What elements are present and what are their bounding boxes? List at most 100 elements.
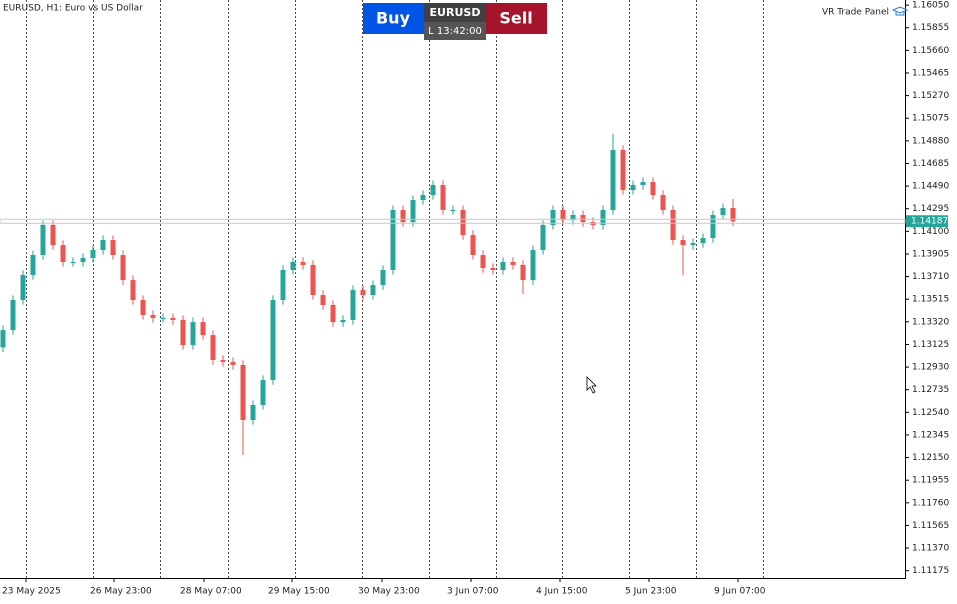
candle-body bbox=[190, 322, 196, 346]
x-tick-label: 28 May 07:00 bbox=[180, 587, 242, 597]
x-tick-label: 23 May 2025 bbox=[2, 587, 61, 597]
candle-body bbox=[380, 269, 386, 286]
x-tick-label: 4 Jun 15:00 bbox=[536, 587, 588, 597]
y-tick-label: 1.12150 bbox=[912, 453, 949, 463]
y-tick-label: 1.11565 bbox=[912, 521, 949, 531]
candle-body bbox=[210, 335, 216, 361]
candle-body bbox=[100, 240, 106, 251]
candle-body bbox=[360, 290, 366, 296]
candle-body bbox=[430, 185, 436, 196]
candle-body bbox=[580, 214, 586, 223]
panel-name[interactable]: VR Trade Panel bbox=[822, 8, 889, 18]
sell-label[interactable]: Sell bbox=[499, 9, 532, 28]
y-tick-label: 1.12930 bbox=[912, 363, 949, 373]
candle-body bbox=[0, 330, 6, 348]
candle-body bbox=[30, 255, 36, 275]
candle-body bbox=[180, 319, 186, 346]
y-tick-label: 1.12540 bbox=[912, 408, 949, 418]
current-price-line bbox=[0, 218, 906, 224]
y-tick-label: 1.13515 bbox=[912, 295, 949, 305]
candle-body bbox=[650, 182, 656, 196]
buy-label[interactable]: Buy bbox=[376, 9, 411, 28]
candle-body bbox=[310, 264, 316, 296]
candle-body bbox=[340, 319, 346, 323]
candle-body bbox=[160, 318, 166, 320]
candle-body bbox=[460, 209, 466, 236]
candle-body bbox=[540, 224, 546, 251]
y-tick-label: 1.15075 bbox=[912, 114, 949, 124]
current-price-tag bbox=[906, 215, 948, 228]
y-tick-label: 1.13905 bbox=[912, 249, 949, 259]
symbol-box bbox=[424, 3, 486, 22]
y-tick-label: 1.11760 bbox=[912, 498, 949, 508]
candle-body bbox=[350, 290, 356, 320]
candle-body bbox=[570, 214, 576, 220]
y-tick-label: 1.14100 bbox=[912, 227, 949, 237]
panel-icon[interactable] bbox=[891, 6, 909, 16]
sell-button[interactable] bbox=[486, 3, 547, 34]
time-box bbox=[424, 22, 486, 40]
y-tick-label: 1.15465 bbox=[912, 68, 949, 78]
x-tick-label: 26 May 23:00 bbox=[90, 587, 152, 597]
candle-body bbox=[150, 314, 156, 319]
candle-body bbox=[390, 209, 396, 270]
candle-body bbox=[500, 261, 506, 270]
candle-body bbox=[80, 258, 86, 262]
y-tick-label: 1.13125 bbox=[912, 340, 949, 350]
x-tick-label: 5 Jun 23:00 bbox=[625, 587, 677, 597]
y-tick-label: 1.13710 bbox=[912, 272, 949, 282]
y-tick-label: 1.14880 bbox=[912, 136, 949, 146]
candles bbox=[0, 133, 736, 456]
y-tick-label: 1.11955 bbox=[912, 476, 949, 486]
candle-body bbox=[120, 255, 126, 281]
candle-body bbox=[660, 195, 666, 210]
time-label: L 13:42:00 bbox=[428, 26, 482, 37]
candle-body bbox=[490, 268, 496, 270]
y-tick-label: 1.12735 bbox=[912, 385, 949, 395]
candle-body bbox=[470, 235, 476, 256]
y-tick-label: 1.14685 bbox=[912, 159, 949, 169]
cursor bbox=[586, 376, 597, 394]
candle-body bbox=[270, 300, 276, 381]
x-tick-label: 3 Jun 07:00 bbox=[447, 587, 499, 597]
candle-body bbox=[10, 300, 16, 331]
y-tick-label: 1.15855 bbox=[912, 23, 949, 33]
x-tick-label: 29 May 15:00 bbox=[268, 587, 330, 597]
y-tick-label: 1.14490 bbox=[912, 182, 949, 192]
candle-body bbox=[240, 364, 246, 420]
y-tick-label: 1.16050 bbox=[912, 1, 949, 11]
y-tick-label: 1.11370 bbox=[912, 544, 949, 554]
candle-body bbox=[50, 224, 56, 246]
candle-body bbox=[510, 261, 516, 265]
buy-button[interactable] bbox=[363, 3, 424, 34]
candle-body bbox=[220, 360, 226, 362]
candle-body bbox=[710, 214, 716, 239]
separators bbox=[26, 0, 764, 578]
candle-body bbox=[420, 195, 426, 201]
candle-body bbox=[630, 185, 636, 191]
candle-body bbox=[70, 261, 76, 263]
chart-title: EURUSD, H1: Euro vs US Dollar bbox=[3, 4, 143, 14]
candle-body bbox=[680, 240, 686, 246]
candle-body bbox=[640, 182, 646, 186]
candle-body bbox=[440, 185, 446, 210]
candle-body bbox=[20, 274, 26, 301]
candle-body bbox=[530, 250, 536, 281]
candle-body bbox=[690, 243, 696, 246]
candle-body bbox=[40, 224, 46, 256]
candle-body bbox=[300, 261, 306, 265]
candle-body bbox=[230, 361, 236, 365]
candle-body bbox=[260, 380, 266, 406]
current-price-label: 1.14187 bbox=[911, 217, 948, 227]
candle-body bbox=[620, 150, 626, 191]
y-tick-label: 1.11175 bbox=[912, 566, 949, 576]
candle-body bbox=[480, 255, 486, 269]
candle-body bbox=[170, 318, 176, 320]
candle-body bbox=[610, 150, 616, 210]
candle-body bbox=[330, 305, 336, 323]
y-tick-label: 1.15270 bbox=[912, 91, 949, 101]
candle-body bbox=[280, 269, 286, 301]
y-tick-label: 1.15660 bbox=[912, 46, 949, 56]
candle-body bbox=[290, 261, 296, 270]
candle-body bbox=[730, 208, 736, 222]
